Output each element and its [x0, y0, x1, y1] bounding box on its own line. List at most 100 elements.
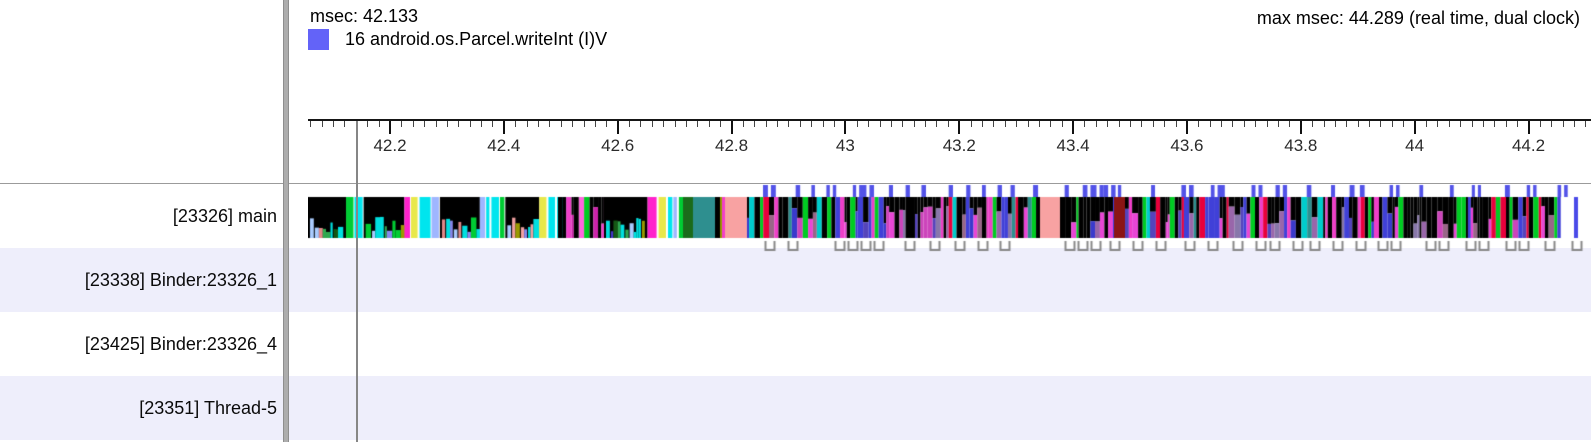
column-separator[interactable]	[283, 0, 289, 442]
axis-minor-tick	[1038, 121, 1040, 127]
axis-minor-tick	[310, 121, 312, 127]
axis-minor-tick	[1312, 121, 1314, 127]
axis-major-tick	[616, 121, 619, 134]
axis-minor-tick	[720, 121, 722, 127]
axis-minor-tick	[1380, 121, 1382, 127]
axis-minor-tick	[424, 121, 426, 127]
axis-minor-tick	[538, 121, 539, 127]
axis-minor-tick	[686, 121, 687, 127]
axis-minor-tick	[1141, 121, 1143, 127]
axis-minor-tick	[1369, 121, 1371, 127]
axis-minor-tick	[811, 121, 813, 127]
axis-minor-tick	[1266, 121, 1268, 127]
axis-minor-tick	[458, 121, 460, 127]
axis-major-tick	[958, 121, 961, 134]
axis-minor-tick	[993, 121, 995, 127]
axis-minor-tick	[560, 121, 562, 127]
axis-minor-tick	[640, 121, 642, 127]
axis-tick-label: 43.2	[942, 136, 976, 155]
axis-tick-label: 43.6	[1170, 136, 1204, 155]
axis-minor-tick	[1437, 121, 1439, 127]
thread-label: [23338] Binder:23326_1	[84, 269, 277, 290]
axis-minor-tick	[1391, 121, 1393, 127]
axis-minor-tick	[902, 121, 904, 127]
axis-minor-tick	[1175, 121, 1177, 127]
thread-row-thread-5[interactable]: [23351] Thread-5	[0, 376, 1591, 440]
time-ruler[interactable]: 42.2 42.4 42.6 42.8 43 43.2 43.4 43.6 43.8 44 44.2	[289, 0, 1591, 183]
axis-minor-tick	[879, 121, 881, 127]
axis-minor-tick	[1050, 121, 1052, 127]
selected-method-label: 16 android.os.Parcel.writeInt (I)V	[345, 29, 608, 49]
axis-minor-tick	[822, 121, 824, 127]
axis-minor-tick	[1152, 121, 1154, 127]
axis-minor-tick	[777, 121, 779, 127]
axis-minor-tick	[1505, 121, 1507, 127]
thread-label: [23425] Binder:23326_4	[84, 333, 277, 354]
cursor-time-label: msec: 42.133	[310, 6, 419, 26]
axis-minor-tick	[868, 121, 870, 127]
axis-minor-tick	[572, 121, 574, 127]
thread-row-binder-4[interactable]: [23425] Binder:23326_4	[0, 312, 1591, 376]
axis-minor-tick	[1585, 121, 1587, 127]
axis-minor-tick	[1084, 121, 1086, 127]
axis-minor-tick	[1061, 121, 1063, 127]
thread-row-binder-1[interactable]: [23338] Binder:23326_1	[0, 248, 1591, 312]
axis-minor-tick	[1027, 121, 1029, 127]
axis-minor-tick	[1539, 121, 1541, 127]
axis-minor-tick	[697, 121, 699, 127]
axis-minor-tick	[1357, 121, 1359, 127]
axis-minor-tick	[629, 121, 631, 127]
axis-minor-tick	[970, 121, 972, 127]
axis-minor-tick	[1494, 121, 1496, 127]
axis-tick-label: 43.8	[1284, 136, 1318, 155]
axis-minor-tick	[947, 121, 949, 127]
axis-minor-tick	[378, 121, 380, 127]
axis-minor-tick	[412, 121, 414, 127]
axis-minor-tick	[1095, 121, 1097, 127]
axis-minor-tick	[674, 121, 676, 127]
axis-tick-label: 44.2	[1511, 136, 1546, 155]
axis-tick-label: 43	[835, 136, 855, 155]
axis-tick-label: 43.4	[1056, 136, 1090, 155]
thread-label: [23326] main	[172, 205, 277, 226]
axis-minor-tick	[913, 121, 915, 127]
axis-minor-tick	[515, 121, 517, 127]
axis-minor-tick	[1460, 121, 1462, 127]
axis-minor-tick	[1323, 121, 1325, 127]
axis-minor-tick	[583, 121, 585, 127]
axis-tick-label: 44	[1405, 136, 1425, 155]
axis-minor-tick	[1118, 121, 1120, 127]
axis-minor-tick	[799, 121, 801, 127]
axis-minor-tick	[344, 121, 346, 127]
axis-minor-tick	[367, 121, 369, 127]
axis-minor-tick	[982, 121, 983, 127]
axis-minor-tick	[1198, 121, 1200, 127]
axis-minor-tick	[321, 121, 323, 127]
axis-tick-label: 42.4	[487, 136, 521, 155]
axis-minor-tick	[1562, 121, 1564, 127]
axis-minor-tick	[549, 121, 551, 127]
axis-minor-tick	[754, 121, 756, 127]
axis-minor-tick	[594, 121, 596, 127]
axis-minor-tick	[742, 121, 744, 127]
axis-major-tick	[1413, 121, 1416, 134]
axis-line	[308, 119, 1591, 121]
axis-minor-tick	[651, 121, 653, 127]
axis-minor-tick	[435, 121, 437, 127]
axis-major-tick	[502, 121, 505, 134]
thread-label: [23351] Thread-5	[139, 397, 277, 418]
axis-minor-tick	[663, 121, 665, 127]
axis-minor-tick	[446, 121, 448, 127]
axis-minor-tick	[492, 121, 494, 127]
axis-major-tick	[1299, 121, 1302, 134]
axis-minor-tick	[1471, 121, 1473, 127]
axis-minor-tick	[1221, 121, 1223, 127]
time-cursor-line[interactable]	[356, 121, 358, 442]
selected-method-legend: 16 android.os.Parcel.writeInt (I)V	[308, 29, 607, 50]
main-thread-trace[interactable]	[308, 184, 1591, 254]
axis-minor-tick	[1448, 121, 1450, 127]
axis-tick-label: 42.8	[715, 136, 749, 155]
axis-minor-tick	[401, 121, 403, 127]
axis-minor-tick	[606, 121, 608, 127]
axis-minor-tick	[469, 121, 471, 127]
